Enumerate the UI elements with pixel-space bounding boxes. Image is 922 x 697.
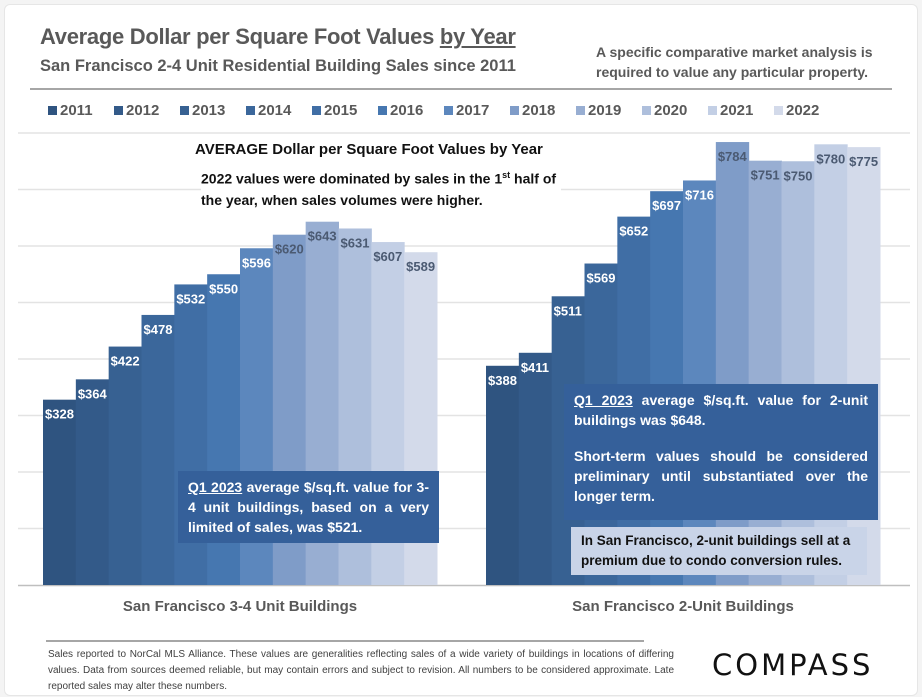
legend-item-2011: 2011 [48, 102, 114, 119]
legend-item-2014: 2014 [246, 102, 312, 119]
bar-2020-group-2 [781, 161, 815, 585]
premium-note: In San Francisco, 2-unit buildings sell … [571, 527, 867, 575]
bar-2012-group-2 [518, 352, 553, 585]
legend-item-2022: 2022 [774, 102, 840, 119]
data-label: $775 [849, 154, 878, 169]
callout-paragraph: Q1 2023 average $/sq.ft. value for 2-uni… [574, 390, 868, 430]
legend-label: 2018 [522, 102, 556, 119]
legend-item-2013: 2013 [180, 102, 246, 119]
callout-lead: Q1 2023 [574, 392, 633, 408]
data-label: $784 [718, 149, 748, 164]
data-label: $652 [619, 224, 648, 239]
legend-item-2020: 2020 [642, 102, 708, 119]
callout-paragraph-2: Short-term values should be considered p… [574, 448, 868, 504]
callout-2-unit: Q1 2023 average $/sq.ft. value for 2-uni… [564, 384, 878, 520]
callout-lead: Q1 2023 [188, 479, 243, 495]
legend-item-2017: 2017 [444, 102, 510, 119]
data-label: $631 [341, 235, 370, 250]
legend-label: 2020 [654, 102, 688, 119]
data-label: $511 [554, 303, 582, 318]
legend-item-2019: 2019 [576, 102, 642, 119]
chart-annotation-title: AVERAGE Dollar per Square Foot Values by… [195, 141, 543, 158]
callout-3-4-unit: Q1 2023 average $/sq.ft. value for 3-4 u… [178, 471, 439, 543]
page-subtitle: San Francisco 2-4 Unit Residential Build… [40, 57, 516, 75]
data-label: $388 [488, 373, 517, 388]
page-title: Average Dollar per Square Foot Values by… [40, 24, 516, 50]
legend-item-2016: 2016 [378, 102, 444, 119]
legend-label: 2017 [456, 102, 490, 119]
note-superscript: st [502, 170, 511, 180]
chart-legend: 2011 2012 2013 2014 2015 2016 2017 2018 2019 2020… [48, 102, 840, 119]
callout-text: average $/sq.ft. value for 2-unit buildi… [574, 392, 868, 428]
data-label: $716 [685, 187, 714, 202]
legend-swatch [114, 106, 123, 115]
bar-2012-group-1 [75, 379, 110, 585]
legend-item-2021: 2021 [708, 102, 774, 119]
data-label: $596 [242, 255, 271, 270]
data-label: $569 [587, 271, 616, 286]
data-label: $478 [144, 322, 173, 337]
data-label: $411 [521, 360, 549, 375]
data-label: $364 [78, 386, 108, 401]
data-label: $422 [111, 354, 140, 369]
legend-label: 2016 [390, 102, 424, 119]
x-category-label-2-unit: San Francisco 2-Unit Buildings [572, 598, 794, 615]
legend-label: 2012 [126, 102, 160, 119]
legend-swatch [510, 106, 519, 115]
data-label: $589 [406, 259, 435, 274]
callout-text: average $/sq.ft. value for 3-4 unit buil… [188, 479, 430, 535]
bar-2011-group-2 [486, 365, 520, 585]
title-underlined-text: by Year [439, 24, 516, 49]
compass-logo: COMPASS [712, 648, 874, 682]
header-divider [30, 88, 892, 90]
title-text: Average Dollar per Square Foot Values [40, 24, 440, 49]
legend-swatch [378, 106, 387, 115]
legend-item-2015: 2015 [312, 102, 378, 119]
legend-label: 2011 [60, 102, 93, 119]
data-label: $607 [373, 249, 402, 264]
analysis-disclaimer: A specific comparative market analysis i… [596, 44, 873, 80]
note-text-continued: half of the year, when sales volumes wer… [201, 170, 557, 208]
chart-annotation-note: 2022 values were dominated by sales in t… [201, 165, 561, 211]
legend-label: 2022 [786, 102, 820, 119]
legend-swatch [312, 106, 321, 115]
footer-divider [46, 640, 644, 642]
bar-2013-group-1 [108, 346, 142, 585]
x-category-label-3-4-unit: San Francisco 3-4 Unit Buildings [122, 598, 358, 615]
data-label: $750 [784, 168, 813, 183]
legend-swatch [774, 106, 783, 115]
data-label: $328 [45, 407, 74, 422]
legend-swatch [576, 106, 585, 115]
note-text: 2022 values were dominated by sales in t… [201, 170, 503, 187]
data-label: $751 [751, 168, 780, 183]
legend-item-2018: 2018 [510, 102, 576, 119]
footer-disclaimer: Sales reported to NorCal MLS Alliance. T… [48, 649, 674, 692]
legend-label: 2019 [588, 102, 622, 119]
data-label: $620 [275, 242, 304, 257]
legend-label: 2021 [720, 102, 754, 119]
legend-swatch [708, 106, 717, 115]
legend-label: 2015 [324, 102, 358, 119]
legend-swatch [444, 106, 453, 115]
bar-2011-group-1 [43, 399, 77, 585]
legend-swatch [246, 106, 255, 115]
data-label: $697 [652, 198, 681, 213]
data-label: $643 [308, 229, 337, 244]
bar-2014-group-1 [141, 314, 175, 585]
bar-2019-group-2 [748, 160, 782, 585]
legend-swatch [180, 106, 189, 115]
data-label: $550 [209, 281, 238, 296]
bar-2017-group-2 [683, 180, 717, 585]
legend-swatch [48, 106, 57, 115]
legend-label: 2013 [192, 102, 226, 119]
data-label: $532 [176, 291, 205, 306]
legend-label: 2014 [258, 102, 292, 119]
data-label: $780 [816, 151, 845, 166]
legend-swatch [642, 106, 651, 115]
legend-item-2012: 2012 [114, 102, 180, 119]
